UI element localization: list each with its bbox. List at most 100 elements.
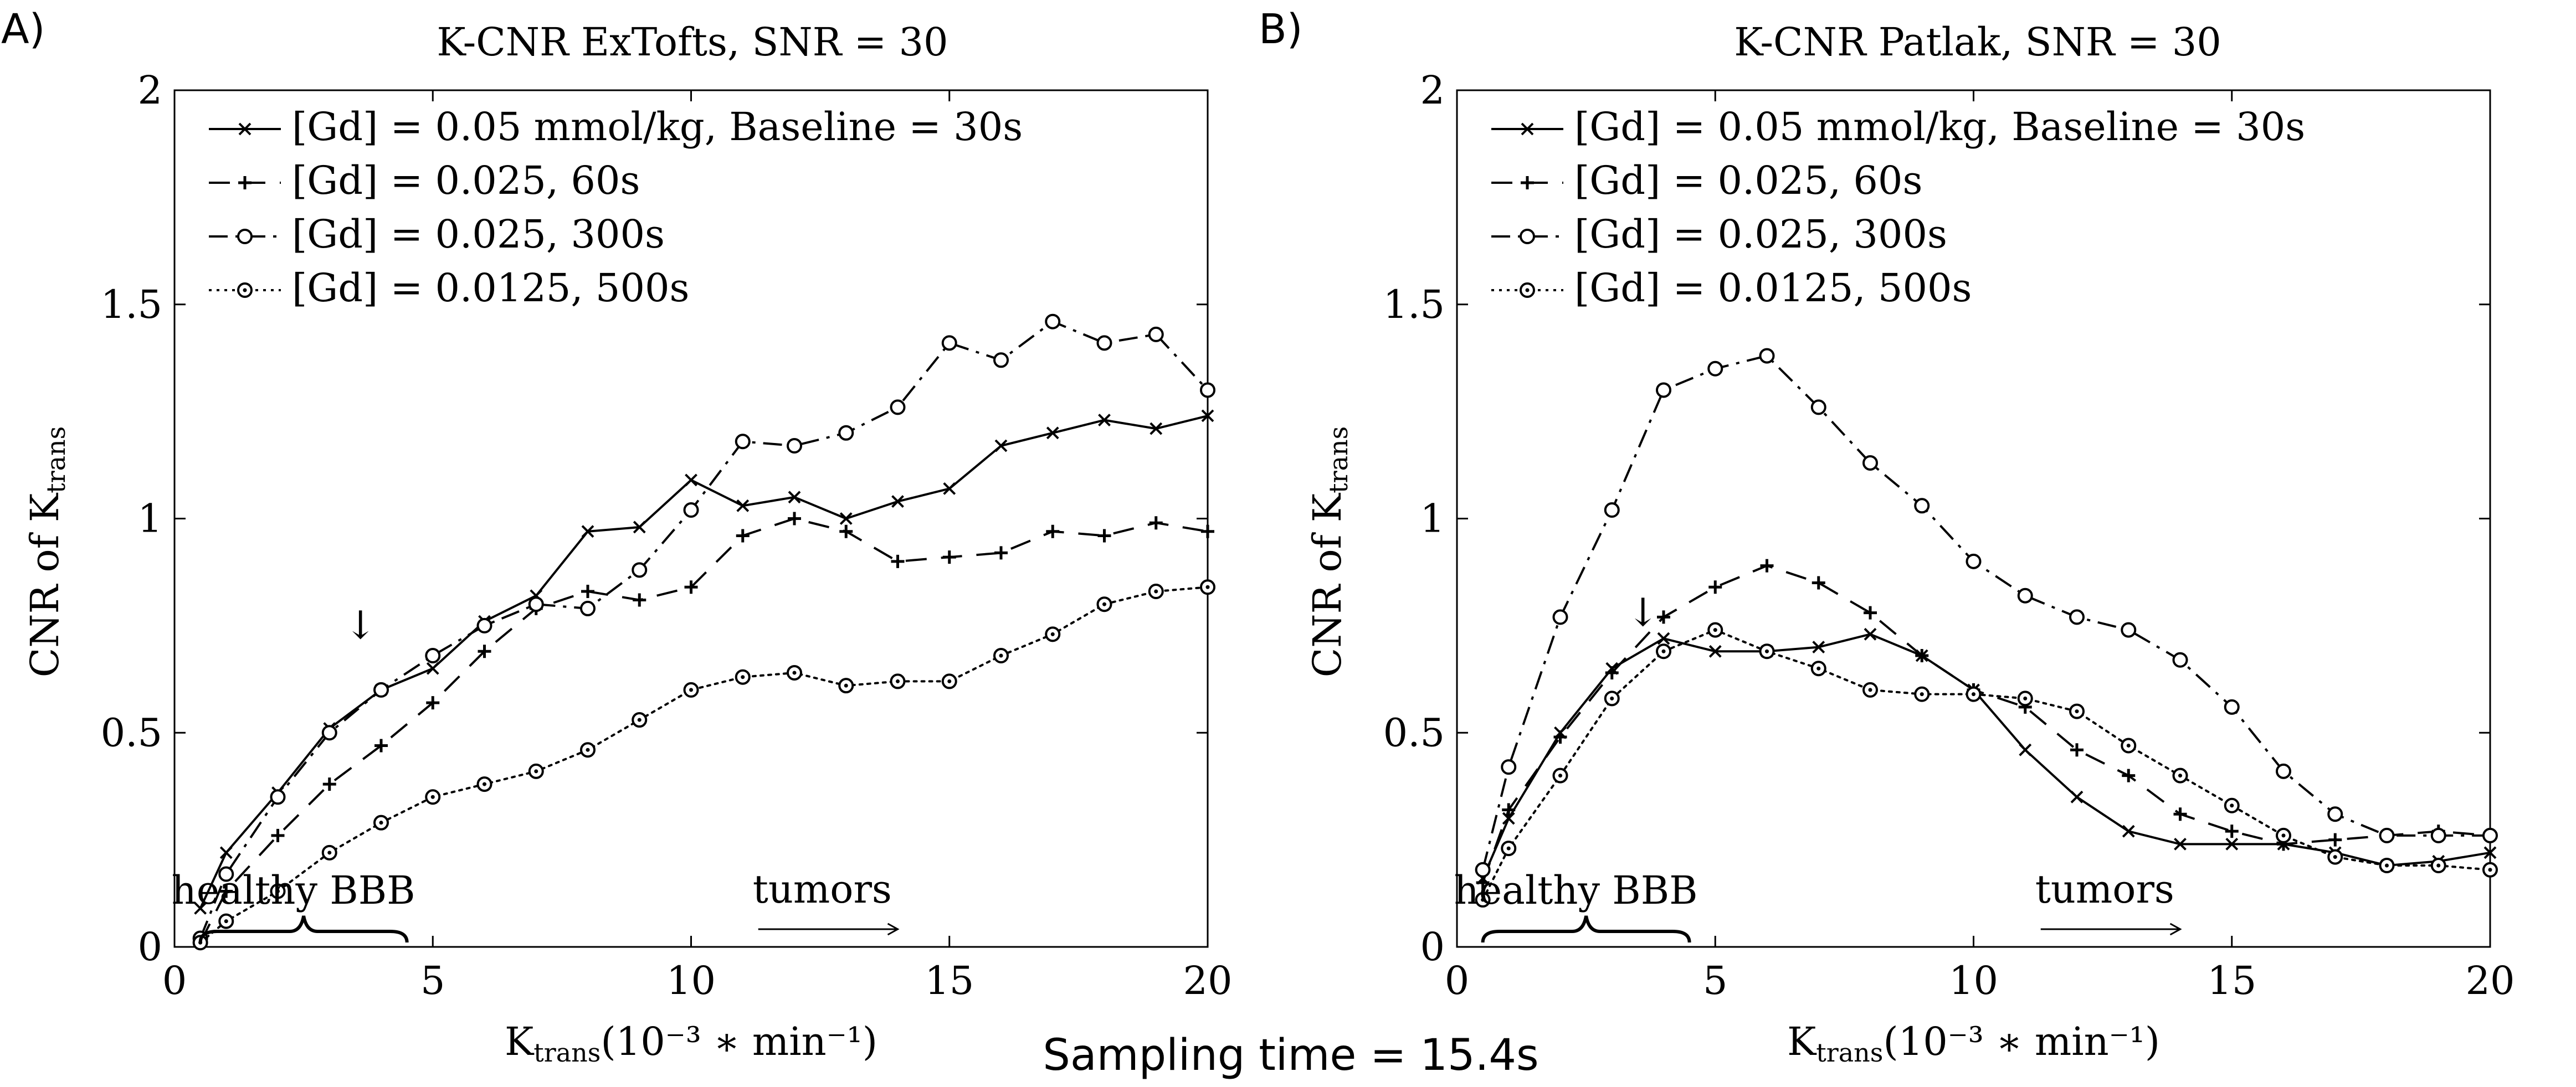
- data-point-circle-marker: [425, 648, 441, 664]
- data-point-plus-marker: [478, 645, 491, 658]
- data-point-center-dot: [586, 748, 590, 752]
- data-point-x-marker: [1098, 414, 1111, 427]
- data-point-center-dot: [1868, 688, 1872, 692]
- data-point-center-dot: [2436, 863, 2441, 868]
- series-line: [199, 517, 1208, 944]
- data-point-center-dot: [1661, 649, 1666, 653]
- data-point-x-marker: [2225, 837, 2239, 851]
- data-point-circle-marker: [1552, 609, 1568, 625]
- legend-label: [Gd] = 0.025, 300s: [1574, 212, 1947, 257]
- data-point-plus-marker: [2225, 825, 2239, 838]
- y-tick-label: 0: [1420, 924, 1445, 970]
- data-point-x-marker: [194, 901, 207, 915]
- data-point-plus-marker: [633, 593, 646, 607]
- series-3: [1475, 348, 2498, 878]
- legend-label: [Gd] = 0.0125, 500s: [1574, 265, 1972, 311]
- data-point-center-dot: [224, 919, 228, 924]
- data-point-x-marker: [1521, 122, 1534, 136]
- data-point-circle-marker: [683, 502, 699, 518]
- data-point-circle-marker: [1862, 455, 1878, 471]
- y-tick-label: 0.5: [101, 710, 162, 755]
- data-point-center-dot: [1713, 628, 1717, 632]
- data-point-plus-marker: [2173, 807, 2187, 821]
- data-point-plus-marker: [2122, 769, 2136, 782]
- legend-entry: [Gd] = 0.025, 300s: [1491, 212, 1947, 257]
- y-tick-label: 1.5: [1383, 282, 1445, 327]
- data-point-plus-marker: [2328, 833, 2342, 847]
- data-point-circle-marker: [1045, 313, 1061, 329]
- legend-label: [Gd] = 0.0125, 500s: [292, 265, 689, 311]
- series-4: [1475, 622, 2498, 908]
- y-axis-label: CNR of Ktrans: [22, 426, 71, 678]
- series-line: [199, 414, 1208, 909]
- data-point-center-dot: [327, 851, 332, 855]
- data-point-center-dot: [637, 718, 642, 722]
- panel-label: B): [1259, 6, 1303, 53]
- tumors-label: tumors: [2035, 867, 2174, 912]
- x-tick-label: 15: [925, 958, 974, 1003]
- data-point-circle-marker: [838, 425, 854, 441]
- data-point-circle-marker: [2327, 806, 2343, 822]
- data-point-x-marker: [736, 499, 750, 512]
- data-point-x-marker: [943, 482, 956, 495]
- data-point-plus-marker: [839, 524, 853, 538]
- legend-label: [Gd] = 0.05 mmol/kg, Baseline = 30s: [1574, 104, 2305, 150]
- data-point-center-dot: [2075, 709, 2079, 714]
- data-point-circle-marker: [373, 682, 389, 698]
- data-point-center-dot: [1558, 774, 1562, 778]
- y-tick-label: 2: [137, 68, 162, 113]
- y-axis-label-sub: trans: [1323, 426, 1353, 493]
- data-point-plus-marker: [1553, 730, 1567, 744]
- legend-entry: [Gd] = 0.05 mmol/kg, Baseline = 30s: [1491, 104, 2305, 150]
- healthy-bbb-label: healthy BBB: [1454, 868, 1698, 913]
- data-point-x-marker: [1150, 422, 1163, 435]
- data-point-circle-marker: [2379, 827, 2395, 843]
- legend-label: [Gd] = 0.025, 60s: [292, 158, 640, 203]
- x-axis-label: Ktrans(10⁻³ ∗ min⁻¹): [1787, 1019, 2160, 1068]
- series-line: [199, 586, 1209, 944]
- x-axis-label-units: (10⁻³ ∗ min⁻¹): [1883, 1019, 2160, 1064]
- data-point-center-dot: [2488, 868, 2492, 872]
- data-point-plus-marker: [891, 554, 905, 568]
- healthy-bbb-label: healthy BBB: [172, 868, 415, 913]
- sampling-time-caption: Sampling time = 15.4s: [1043, 1031, 1538, 1080]
- data-point-circle-marker: [1148, 326, 1164, 342]
- x-tick-label: 5: [420, 958, 445, 1003]
- data-point-plus-marker: [322, 777, 336, 791]
- data-point-plus-marker: [1521, 176, 1534, 189]
- data-point-center-dot: [2385, 863, 2389, 868]
- data-point-plus-marker: [788, 512, 801, 526]
- data-point-center-dot: [1525, 288, 1530, 292]
- data-point-circle-marker: [632, 562, 648, 578]
- data-point-circle-marker: [2172, 652, 2188, 668]
- tumors-arrow: [758, 923, 900, 936]
- data-point-x-marker: [238, 122, 252, 136]
- data-point-x-marker: [2122, 825, 2135, 838]
- y-tick-label: 0: [137, 924, 162, 970]
- data-point-circle-marker: [1096, 335, 1112, 351]
- data-point-circle-marker: [1200, 382, 1215, 398]
- data-point-x-marker: [581, 525, 594, 538]
- data-point-x-marker: [2019, 743, 2032, 756]
- data-point-circle-marker: [1604, 502, 1620, 518]
- data-point-circle-marker: [890, 399, 906, 415]
- data-point-plus-marker: [2070, 743, 2084, 757]
- data-point-center-dot: [2333, 855, 2337, 859]
- data-point-circle-marker: [1501, 759, 1517, 775]
- series-3: [192, 313, 1215, 946]
- data-point-center-dot: [1050, 632, 1055, 636]
- data-point-circle-marker: [2069, 609, 2085, 625]
- data-point-center-dot: [792, 671, 797, 675]
- data-point-circle-marker: [580, 600, 596, 616]
- data-point-x-marker: [633, 521, 646, 534]
- data-point-x-marker: [1864, 627, 1877, 641]
- data-point-circle-marker: [993, 352, 1009, 368]
- panel-label: A): [1, 6, 45, 53]
- data-point-center-dot: [1154, 589, 1158, 594]
- legend-entry: [Gd] = 0.0125, 500s: [209, 265, 689, 311]
- x-tick-label: 10: [666, 958, 716, 1003]
- x-axis-label-sub: trans: [533, 1038, 601, 1068]
- data-point-center-dot: [2126, 743, 2131, 748]
- data-point-center-dot: [534, 769, 538, 774]
- data-point-center-dot: [999, 653, 1003, 658]
